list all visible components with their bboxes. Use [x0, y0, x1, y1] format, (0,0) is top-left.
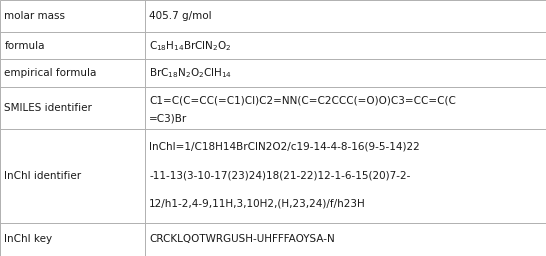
Text: InChI identifier: InChI identifier	[4, 171, 81, 181]
Text: =C3)Br: =C3)Br	[149, 113, 187, 123]
Text: SMILES identifier: SMILES identifier	[4, 103, 92, 113]
Text: 12/h1-2,4-9,11H,3,10H2,(H,23,24)/f/h23H: 12/h1-2,4-9,11H,3,10H2,(H,23,24)/f/h23H	[149, 199, 366, 209]
Text: C1=C(C=CC(=C1)Cl)C2=NN(C=C2CCC(=O)O)C3=CC=C(C: C1=C(C=CC(=C1)Cl)C2=NN(C=C2CCC(=O)O)C3=C…	[149, 95, 456, 105]
Text: 405.7 g/mol: 405.7 g/mol	[149, 11, 212, 21]
Text: formula: formula	[4, 41, 45, 51]
Text: InChI key: InChI key	[4, 234, 52, 244]
Text: -11-13(3-10-17(23)24)18(21-22)12-1-6-15(20)7-2-: -11-13(3-10-17(23)24)18(21-22)12-1-6-15(…	[149, 170, 411, 180]
Text: InChI=1/C18H14BrClN2O2/c19-14-4-8-16(9-5-14)22: InChI=1/C18H14BrClN2O2/c19-14-4-8-16(9-5…	[149, 142, 420, 152]
Text: molar mass: molar mass	[4, 11, 66, 21]
Text: BrC$_{18}$N$_{2}$O$_{2}$ClH$_{14}$: BrC$_{18}$N$_{2}$O$_{2}$ClH$_{14}$	[149, 66, 232, 80]
Text: C$_{18}$H$_{14}$BrClN$_{2}$O$_{2}$: C$_{18}$H$_{14}$BrClN$_{2}$O$_{2}$	[149, 39, 232, 52]
Text: CRCKLQOTWRGUSH-UHFFFAOYSA-N: CRCKLQOTWRGUSH-UHFFFAOYSA-N	[149, 234, 335, 244]
Text: empirical formula: empirical formula	[4, 68, 97, 78]
